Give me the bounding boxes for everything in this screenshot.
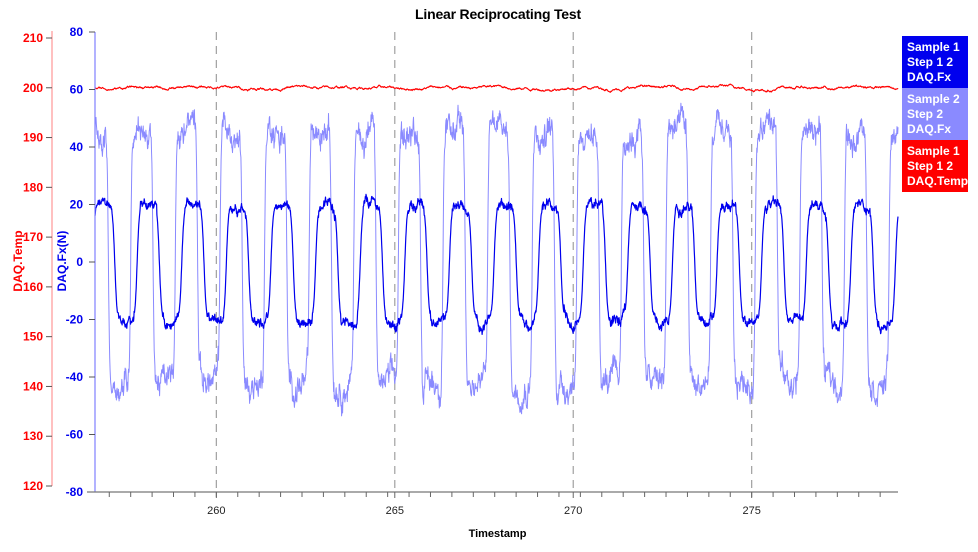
svg-text:260: 260 xyxy=(207,505,225,517)
svg-text:-60: -60 xyxy=(66,428,84,442)
svg-text:140: 140 xyxy=(23,379,43,393)
svg-text:-20: -20 xyxy=(66,313,84,327)
chart-title: Linear Reciprocating Test xyxy=(415,6,581,22)
svg-text:275: 275 xyxy=(742,505,760,517)
svg-text:150: 150 xyxy=(23,330,43,344)
svg-text:120: 120 xyxy=(23,479,43,493)
svg-text:20: 20 xyxy=(70,198,84,212)
legend-item-sample2-fx[interactable]: Sample 2 Step 2 DAQ.Fx xyxy=(902,88,968,140)
svg-text:180: 180 xyxy=(23,180,43,194)
svg-text:170: 170 xyxy=(23,230,43,244)
x-axis-label: Timestamp xyxy=(468,528,527,540)
plot-series xyxy=(94,83,899,417)
legend: Sample 1 Step 1 2 DAQ.Fx Sample 2 Step 2… xyxy=(902,36,968,192)
y-axis-label-fx: DAQ.Fx(N) xyxy=(55,230,69,292)
svg-text:80: 80 xyxy=(70,25,84,39)
svg-text:200: 200 xyxy=(23,81,43,95)
svg-text:160: 160 xyxy=(23,280,43,294)
svg-text:40: 40 xyxy=(70,140,84,154)
x-gridlines xyxy=(215,32,753,492)
y-axis-label-temp: DAQ.Temp xyxy=(11,230,25,292)
svg-text:0: 0 xyxy=(76,255,83,269)
svg-text:60: 60 xyxy=(70,83,84,97)
legend-item-sample1-temp[interactable]: Sample 1 Step 1 2 DAQ.Temp xyxy=(902,140,968,192)
svg-text:265: 265 xyxy=(386,505,404,517)
legend-item-sample1-fx[interactable]: Sample 1 Step 1 2 DAQ.Fx xyxy=(902,36,968,88)
svg-text:190: 190 xyxy=(23,131,43,145)
svg-text:-40: -40 xyxy=(66,370,84,384)
svg-text:210: 210 xyxy=(23,31,43,45)
svg-text:270: 270 xyxy=(564,505,582,517)
svg-text:130: 130 xyxy=(23,429,43,443)
axes: 210200190180170160150140130120806040200-… xyxy=(23,25,898,517)
svg-text:-80: -80 xyxy=(66,485,84,499)
